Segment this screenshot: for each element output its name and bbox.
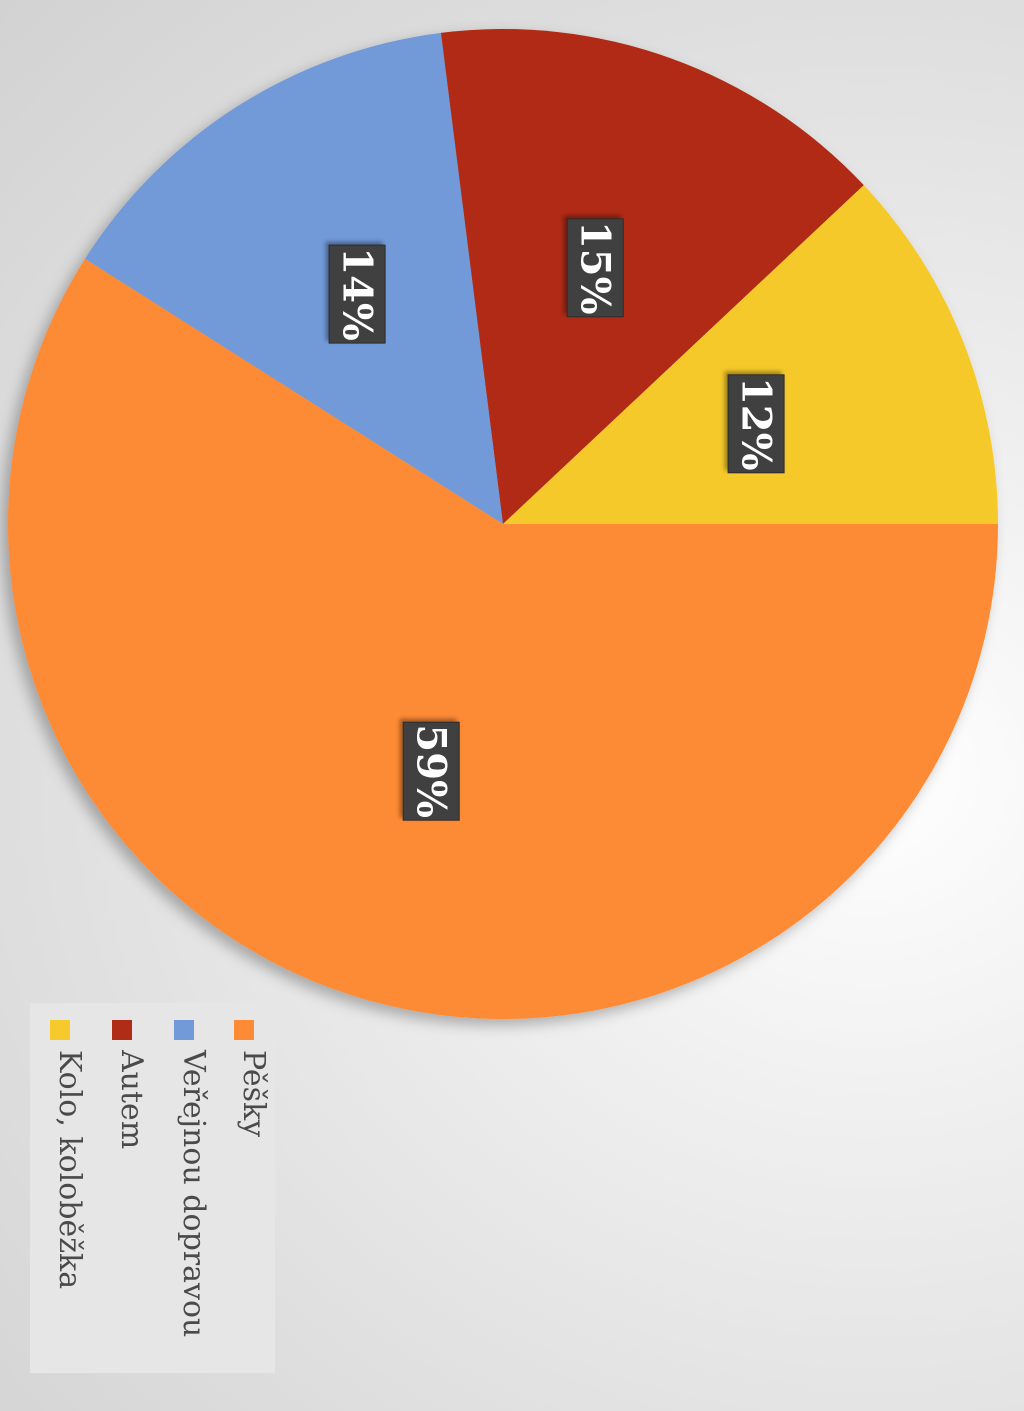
legend-label-verejnou-dopravou: Veřejnou dopravou [176, 1049, 211, 1337]
legend-swatch-kolo-kolobezka [50, 1020, 70, 1040]
data-label-box [727, 374, 785, 474]
pie-slice-pesky [8, 258, 999, 1020]
legend-item: Pěšky [234, 1020, 271, 1137]
data-label-box [328, 244, 386, 344]
data-label-text: 59% [408, 724, 455, 818]
pie-slices [8, 28, 999, 1020]
legend-swatch-autem [112, 1020, 132, 1040]
legend-item: Autem [112, 1020, 149, 1149]
data-label-box [566, 218, 624, 318]
data-label-verejnou-dopravou: 14% [328, 244, 386, 344]
pie-slice-kolo-kolobezka [503, 185, 998, 524]
data-label-text: 14% [334, 247, 381, 341]
legend-item: Veřejnou dopravou [174, 1020, 211, 1337]
legend-swatch-pesky [234, 1020, 254, 1040]
data-label-autem: 15% [566, 218, 624, 318]
legend-swatch-verejnou-dopravou [174, 1020, 194, 1040]
pie-slice-verejnou-dopravou [85, 32, 503, 525]
legend: Pěšky Veřejnou dopravou Autem Kolo, kolo… [30, 1003, 275, 1373]
pie-data-labels: 59% 14% 15% 12% [328, 218, 785, 821]
pie-slice-autem [440, 28, 864, 525]
data-label-pesky: 59% [402, 721, 460, 821]
data-label-box [402, 721, 460, 821]
legend-label-kolo-kolobezka: Kolo, koloběžka [52, 1050, 87, 1289]
data-label-kolo-kolobezka: 12% [727, 374, 785, 474]
data-label-text: 15% [572, 221, 619, 315]
legend-item: Kolo, koloběžka [50, 1020, 87, 1289]
legend-background [30, 1003, 275, 1373]
legend-label-pesky: Pěšky [236, 1050, 271, 1137]
data-label-text: 12% [733, 377, 780, 471]
legend-label-autem: Autem [114, 1049, 149, 1149]
